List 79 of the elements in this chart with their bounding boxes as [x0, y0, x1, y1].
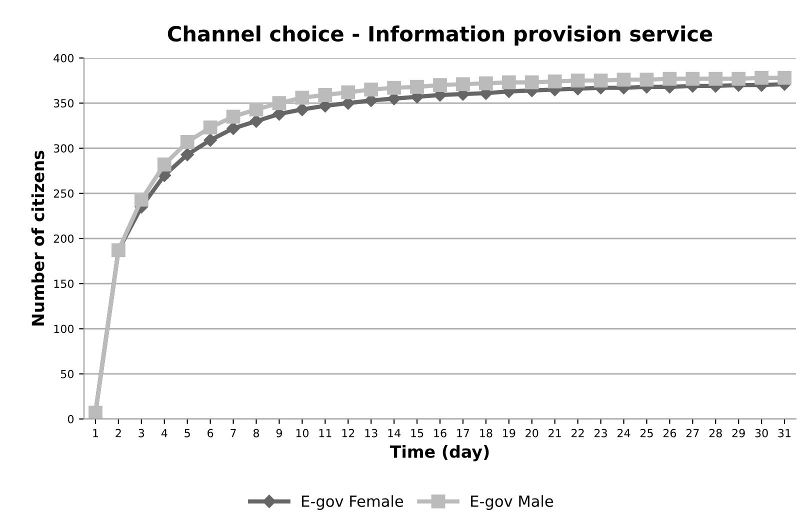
x-tick-label: 20: [526, 428, 538, 438]
point: [364, 82, 378, 97]
x-tick-label: 7: [230, 429, 236, 438]
chart-title: Channel choice - Information provision service: [168, 26, 712, 46]
point: [456, 77, 470, 92]
y-tick-label: 350: [54, 99, 74, 108]
y-axis-title: Number of citizens: [31, 150, 44, 326]
x-tick-label: 25: [640, 428, 653, 438]
x-tick-label: 14: [388, 429, 401, 438]
point: [640, 72, 654, 87]
x-tick-label: 24: [617, 428, 630, 438]
x-tick-label: 28: [709, 428, 722, 438]
point: [204, 134, 217, 147]
point: [594, 74, 608, 88]
x-tick-label: 2: [116, 428, 121, 438]
point: [203, 120, 218, 134]
point: [502, 75, 516, 90]
point: [570, 74, 585, 88]
x-tick-label: 22: [572, 428, 584, 438]
point: [180, 148, 194, 162]
point: [778, 70, 792, 85]
point: [226, 122, 240, 135]
y-tick-label: 300: [54, 144, 74, 153]
y-tick-label: 250: [54, 189, 74, 198]
point: [754, 70, 768, 85]
y-tick-label: 100: [54, 324, 74, 334]
point: [387, 80, 402, 95]
x-tick-label: 12: [342, 428, 354, 438]
point: [296, 102, 309, 116]
x-tick-label: 26: [663, 428, 676, 438]
x-tick-label: 18: [480, 428, 492, 438]
x-tick-label: 19: [503, 428, 516, 438]
y-tick-label: 200: [54, 234, 74, 243]
x-tick-label: 13: [365, 428, 378, 438]
x-tick-label: 15: [411, 429, 424, 438]
x-tick-label: 3: [138, 428, 144, 438]
x-tick-label: 17: [457, 429, 470, 438]
x-tick-label: 21: [548, 428, 561, 438]
point: [318, 88, 332, 102]
point: [478, 76, 493, 90]
x-tick-label: 6: [208, 428, 214, 438]
point: [686, 72, 700, 86]
point: [134, 192, 148, 207]
x-tick-label: 5: [184, 429, 190, 438]
point: [524, 75, 539, 90]
legend-label: E-gov Female: [302, 495, 404, 510]
point: [226, 110, 240, 124]
legend-label: E-gov Male: [471, 495, 554, 510]
x-tick-label: 23: [594, 428, 607, 438]
x-tick-label: 31: [778, 428, 791, 438]
point: [341, 85, 356, 100]
point: [157, 158, 172, 172]
y-tick-label: 400: [54, 54, 74, 62]
point: [548, 74, 562, 88]
point: [433, 78, 447, 92]
point: [616, 72, 631, 87]
x-tick-label: 4: [161, 429, 168, 438]
x-tick-label: 27: [686, 428, 699, 438]
y-tick-label: 150: [54, 280, 74, 288]
point: [708, 72, 723, 86]
y-tick-label: 0: [68, 414, 74, 424]
point: [272, 96, 286, 110]
x-tick-label: 1: [93, 429, 98, 438]
x-tick-label: 29: [732, 428, 745, 438]
x-tick-label: 9: [276, 428, 282, 438]
point: [249, 102, 264, 116]
point: [662, 72, 677, 86]
point: [180, 134, 194, 149]
x-tick-label: 8: [253, 428, 260, 438]
x-tick-label: 10: [296, 428, 309, 438]
y-tick-label: 50: [60, 370, 74, 378]
x-axis-title: Time (day): [390, 445, 489, 462]
x-tick-label: 16: [434, 428, 446, 438]
point: [732, 72, 746, 86]
x-tick-label: 30: [755, 428, 768, 438]
x-tick-label: 11: [319, 429, 332, 438]
point: [410, 80, 424, 94]
point: [250, 114, 263, 128]
point: [295, 90, 310, 105]
